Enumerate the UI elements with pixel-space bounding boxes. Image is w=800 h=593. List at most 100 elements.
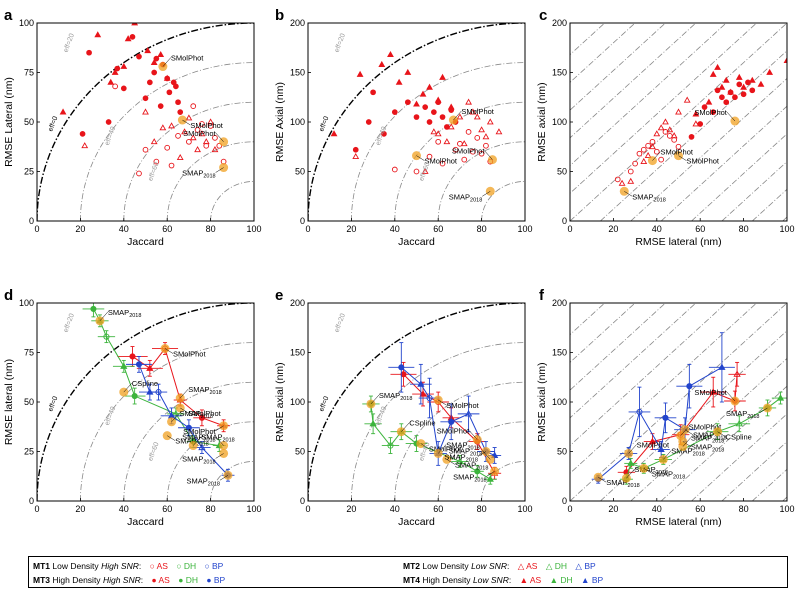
annotation-leader — [628, 444, 637, 454]
legend-density: Low Density — [52, 561, 99, 571]
x-tick-label: 40 — [119, 504, 129, 514]
diagonal-guide — [570, 23, 636, 83]
legend-bp-filled-circle-icon: ● BP — [206, 575, 226, 585]
panel-letter: b — [275, 7, 284, 24]
series-mt2-low-density-low-snr — [81, 108, 219, 161]
data-point — [653, 148, 660, 155]
annotation-label: SMolPhot — [173, 350, 206, 359]
data-point — [136, 53, 142, 60]
annotation-label: SMAP2018 — [691, 434, 725, 445]
diagonal-guide — [570, 303, 727, 447]
legend-snr: Low SNR — [472, 575, 509, 585]
data-point — [150, 138, 158, 145]
eff-label: eff=60 — [147, 161, 160, 182]
eff-contour — [481, 181, 525, 221]
annotation-leader — [446, 459, 456, 465]
data-point — [482, 133, 490, 140]
eff-contour — [80, 62, 254, 221]
data-point — [391, 166, 398, 173]
y-axis-label: RMSE Lateral (nm) — [3, 77, 15, 167]
panel-e: SMAP2018SMolPhotCSplineSMolPhotSMAP2018S… — [274, 287, 533, 528]
data-point — [465, 98, 472, 105]
data-point — [163, 74, 171, 81]
y-tick-label: 50 — [557, 167, 567, 177]
eff-contour — [437, 141, 525, 221]
data-point — [435, 138, 442, 145]
y-tick-label: 150 — [290, 348, 305, 358]
annotation-label: SMolPhot — [171, 54, 204, 63]
y-tick-label: 0 — [300, 216, 305, 226]
annotation-label: SMAP2018 — [606, 478, 640, 489]
y-axis-label: RMSE lateral (nm) — [3, 359, 15, 445]
annotation-label: SMAP2018 — [201, 433, 235, 444]
x-tick-label: 40 — [119, 224, 129, 234]
y-axis-label: RMSE axial (nm) — [536, 82, 548, 161]
data-point — [636, 150, 643, 157]
data-point — [460, 140, 468, 147]
data-point — [190, 103, 197, 110]
series-mt3-high-density-high-snr — [352, 89, 459, 153]
data-point — [452, 146, 459, 153]
annotations: SMAP2018SMolPhotCSplineSMolPhotSMAP2018S… — [366, 391, 500, 483]
y-tick-label: 100 — [19, 298, 34, 308]
data-point — [718, 363, 726, 370]
data-point — [81, 142, 89, 149]
series-mt4-high-density-low-snr — [330, 51, 455, 137]
x-tick-label: 0 — [34, 224, 39, 234]
diagonal-guide — [570, 303, 757, 474]
series-line — [132, 347, 224, 427]
annotation-label: SMAP2018 — [182, 169, 216, 180]
y-tick-label: 100 — [552, 397, 567, 407]
annotation-label: SMolPhot — [425, 157, 458, 166]
data-point — [144, 47, 152, 54]
x-tick-label: 60 — [162, 504, 172, 514]
series-mt1-low-density-high-snr — [112, 83, 227, 177]
x-axis-label: RMSE lateral (nm) — [635, 516, 721, 528]
diagonal-guide — [570, 23, 697, 139]
annotation-leader — [684, 429, 694, 435]
series-bp — [388, 342, 502, 466]
data-point — [157, 103, 164, 110]
plot-area: SMAP2018SMolPhotSMAP2018SMolPhotCSplineS… — [37, 303, 254, 501]
annotation-leader — [678, 155, 687, 161]
data-point — [207, 118, 215, 125]
data-point — [692, 110, 700, 117]
y-tick-label: 0 — [562, 216, 567, 226]
data-point — [447, 103, 455, 110]
panel-letter: d — [4, 287, 13, 304]
diagonal-guide — [570, 23, 757, 194]
eff-zero-boundary — [37, 303, 254, 501]
legend-bp-filled-triangle-icon: ▲ BP — [581, 575, 604, 585]
annotation-label: SMolPhot — [452, 147, 485, 156]
axes-frame — [36, 302, 255, 502]
data-point — [185, 114, 193, 121]
data-point — [649, 143, 656, 150]
annotation-leader — [123, 382, 132, 393]
data-point — [662, 118, 669, 125]
x-axis-label: Jaccard — [127, 236, 164, 248]
eff-zero-boundary — [308, 23, 525, 221]
data-point — [657, 445, 665, 453]
annotation-leader — [624, 191, 633, 197]
x-tick-label: 60 — [433, 504, 443, 514]
annotation-leader — [420, 443, 429, 449]
diagonal-guide — [600, 50, 787, 221]
data-point — [783, 56, 787, 63]
data-point — [356, 70, 364, 77]
panel-letter: e — [275, 287, 283, 304]
data-point — [131, 393, 138, 400]
x-tick-label: 100 — [517, 224, 532, 234]
annotation-leader — [598, 477, 607, 483]
annotation-label: SMAP2018 — [186, 476, 220, 487]
eff-label: eff=40 — [375, 126, 388, 147]
annotation-label: SMAP2018 — [693, 431, 727, 442]
annotation-leader — [180, 388, 189, 399]
eff-label: eff=60 — [147, 441, 160, 462]
y-tick-label: 100 — [19, 18, 34, 28]
x-tick-label: 80 — [206, 504, 216, 514]
data-point — [422, 104, 429, 111]
